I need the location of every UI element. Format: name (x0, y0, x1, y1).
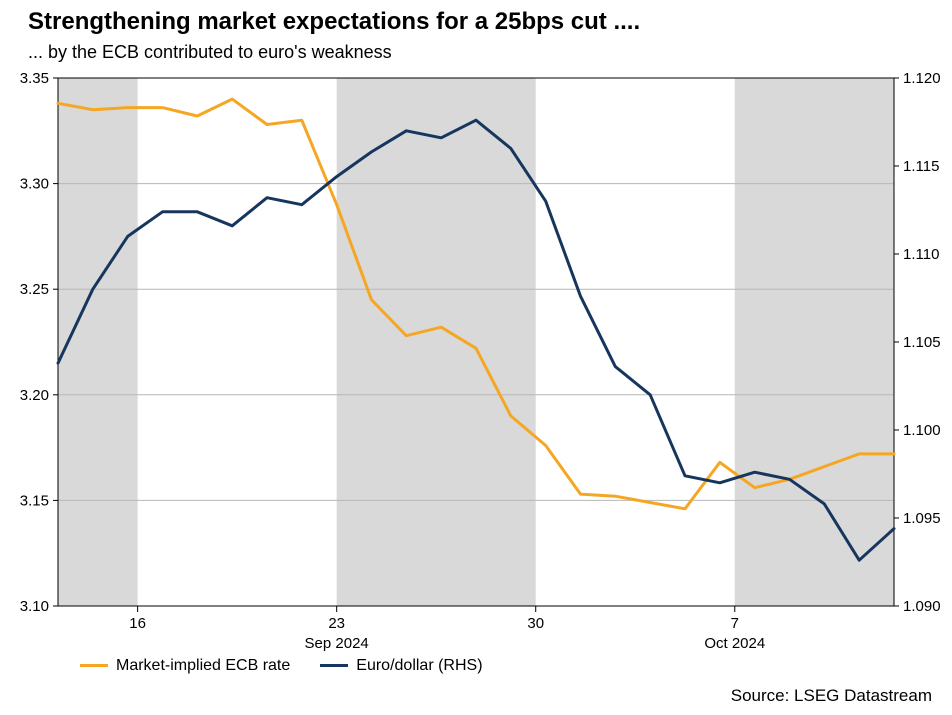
legend-swatch (320, 664, 348, 667)
svg-text:7: 7 (731, 615, 739, 632)
svg-text:23: 23 (328, 615, 345, 632)
chart-legend: Market-implied ECB rate Euro/dollar (RHS) (80, 654, 513, 675)
svg-text:1.090: 1.090 (903, 598, 941, 615)
svg-text:Oct 2024: Oct 2024 (704, 635, 765, 652)
chart-plot: 3.10 3.15 3.20 3.25 3.30 3.35 1.090 1.095 1.100 1… (0, 0, 952, 715)
chart-container: Strengthening market expectations for a … (0, 0, 952, 715)
svg-text:1.120: 1.120 (903, 70, 941, 87)
chart-source: Source: LSEG Datastream (731, 686, 932, 706)
svg-text:1.100: 1.100 (903, 422, 941, 439)
svg-text:1.095: 1.095 (903, 510, 941, 527)
svg-text:1.110: 1.110 (903, 246, 939, 263)
legend-item: Euro/dollar (RHS) (320, 657, 482, 675)
svg-text:3.35: 3.35 (20, 70, 49, 87)
svg-text:3.25: 3.25 (20, 281, 49, 298)
svg-text:1.115: 1.115 (903, 158, 939, 175)
svg-text:Sep 2024: Sep 2024 (305, 635, 369, 652)
legend-label: Market-implied ECB rate (116, 657, 290, 675)
svg-text:1.105: 1.105 (903, 334, 941, 351)
legend-label: Euro/dollar (RHS) (356, 657, 482, 675)
legend-item: Market-implied ECB rate (80, 657, 290, 675)
svg-text:3.15: 3.15 (20, 492, 49, 509)
svg-text:16: 16 (129, 615, 146, 632)
svg-text:3.20: 3.20 (20, 387, 49, 404)
legend-swatch (80, 664, 108, 667)
svg-text:30: 30 (527, 615, 544, 632)
svg-text:3.10: 3.10 (20, 598, 49, 615)
svg-text:3.30: 3.30 (20, 176, 49, 193)
